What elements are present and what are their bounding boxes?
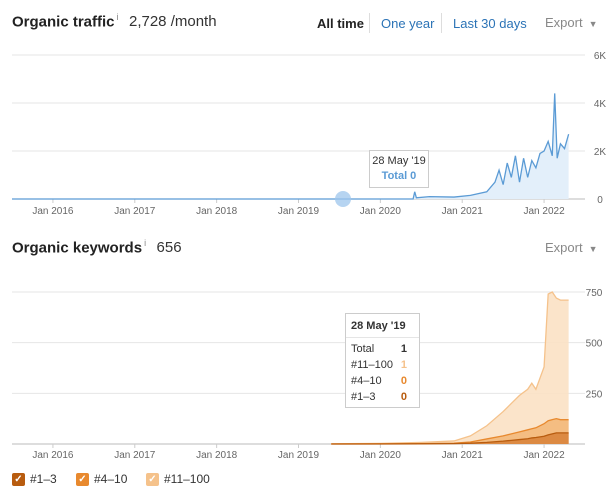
tooltip-date: 28 May '19 — [351, 320, 406, 332]
keywords-value: 656 — [156, 239, 182, 257]
x-tick-label: Jan 2018 — [196, 206, 238, 217]
traffic-tooltip: 28 May '19 Total 0 — [369, 150, 429, 188]
hover-marker — [335, 191, 351, 207]
info-icon[interactable]: i — [144, 238, 147, 248]
export-label: Export — [545, 240, 583, 255]
keywords-area--4-10 — [331, 418, 569, 444]
y-tick-label: 500 — [586, 339, 603, 350]
x-tick-label: Jan 2016 — [32, 206, 74, 217]
y-tick-label: 4K — [594, 99, 607, 110]
tooltip-row: Total 1 — [351, 343, 407, 355]
y-tick-label: 6K — [594, 51, 607, 62]
keywords-header: Organic keywords i 656 — [12, 238, 182, 257]
x-tick-label: Jan 2019 — [278, 206, 320, 217]
checkbox-checked-icon[interactable]: ✓ — [12, 472, 25, 486]
y-tick-label: 2K — [594, 147, 607, 158]
period-divider — [369, 13, 370, 33]
x-tick-label: Jan 2021 — [442, 206, 484, 217]
traffic-line — [12, 93, 570, 200]
x-tick-label: Jan 2020 — [360, 206, 402, 217]
legend-label: #1–3 — [30, 472, 57, 486]
export-label: Export — [545, 15, 583, 30]
tooltip-row-value: 1 — [400, 343, 407, 355]
x-tick-label: Jan 2020 — [360, 450, 402, 461]
period-last-30-days[interactable]: Last 30 days — [453, 16, 527, 31]
legend-label: #11–100 — [164, 472, 210, 486]
x-tick-label: Jan 2017 — [114, 206, 156, 217]
x-tick-label: Jan 2018 — [196, 450, 238, 461]
tooltip-divider — [346, 337, 419, 338]
keywords-chart: Jan 2016 Jan 2017 Jan 2018 Jan 2019 Jan 2020… — [12, 288, 603, 461]
tooltip-row: #4–10 0 — [351, 375, 407, 387]
info-icon[interactable]: i — [116, 12, 119, 22]
tooltip-date: 28 May '19 — [372, 155, 426, 167]
keywords-line — [331, 432, 569, 445]
x-tick-label: Jan 2019 — [278, 450, 320, 461]
x-tick-label: Jan 2022 — [523, 206, 565, 217]
traffic-title: Organic traffic — [12, 13, 115, 31]
x-tick-label: Jan 2016 — [32, 450, 74, 461]
traffic-export-button[interactable]: Export ▼ — [545, 15, 598, 30]
period-divider — [441, 13, 442, 33]
y-tick-label: 750 — [586, 288, 603, 299]
x-tick-label: Jan 2017 — [114, 450, 156, 461]
traffic-chart: Jan 2016 Jan 2017 Jan 2018 Jan 2019 Jan 2020… — [12, 51, 607, 217]
x-tick-label: Jan 2021 — [442, 450, 484, 461]
keywords-line — [331, 291, 569, 445]
traffic-area — [12, 93, 569, 199]
chevron-down-icon: ▼ — [588, 244, 598, 254]
tooltip-total: Total 0 — [381, 170, 417, 182]
keywords-export-button[interactable]: Export ▼ — [545, 240, 598, 255]
period-one-year[interactable]: One year — [381, 16, 435, 31]
tooltip-row: #1–3 0 — [351, 391, 407, 403]
y-tick-label: 0 — [597, 195, 603, 206]
legend-item-4-10[interactable]: ✓ #4–10 — [76, 472, 127, 486]
legend-item-1-3[interactable]: ✓ #1–3 — [12, 472, 57, 486]
tooltip-row-value: 0 — [400, 391, 407, 403]
y-tick-label: 250 — [586, 389, 603, 400]
tooltip-row-label: #11–100 — [351, 359, 394, 371]
tooltip-row-label: #4–10 — [351, 375, 382, 387]
chevron-down-icon: ▼ — [588, 19, 598, 29]
tooltip-row-label: #1–3 — [351, 391, 376, 403]
keywords-tooltip: 28 May '19 Total 1 #11–100 1 #4–10 0 #1–3 0 — [345, 313, 420, 408]
tooltip-row: #11–100 1 — [351, 359, 407, 371]
x-tick-label: Jan 2022 — [523, 450, 565, 461]
checkbox-checked-icon[interactable]: ✓ — [76, 472, 89, 486]
keywords-title: Organic keywords — [12, 239, 143, 257]
traffic-value: 2,728 /month — [128, 13, 217, 31]
traffic-header: Organic traffic i 2,728 /month — [12, 12, 217, 31]
keywords-area--1-3 — [331, 432, 569, 444]
legend-item-11-100[interactable]: ✓ #11–100 — [146, 472, 210, 486]
tooltip-row-value: 0 — [400, 375, 407, 387]
period-all-time[interactable]: All time — [317, 16, 364, 31]
tooltip-row-value: 1 — [400, 359, 407, 371]
tooltip-row-label: Total — [351, 343, 375, 355]
legend-label: #4–10 — [94, 472, 128, 486]
checkbox-checked-icon[interactable]: ✓ — [146, 472, 159, 486]
